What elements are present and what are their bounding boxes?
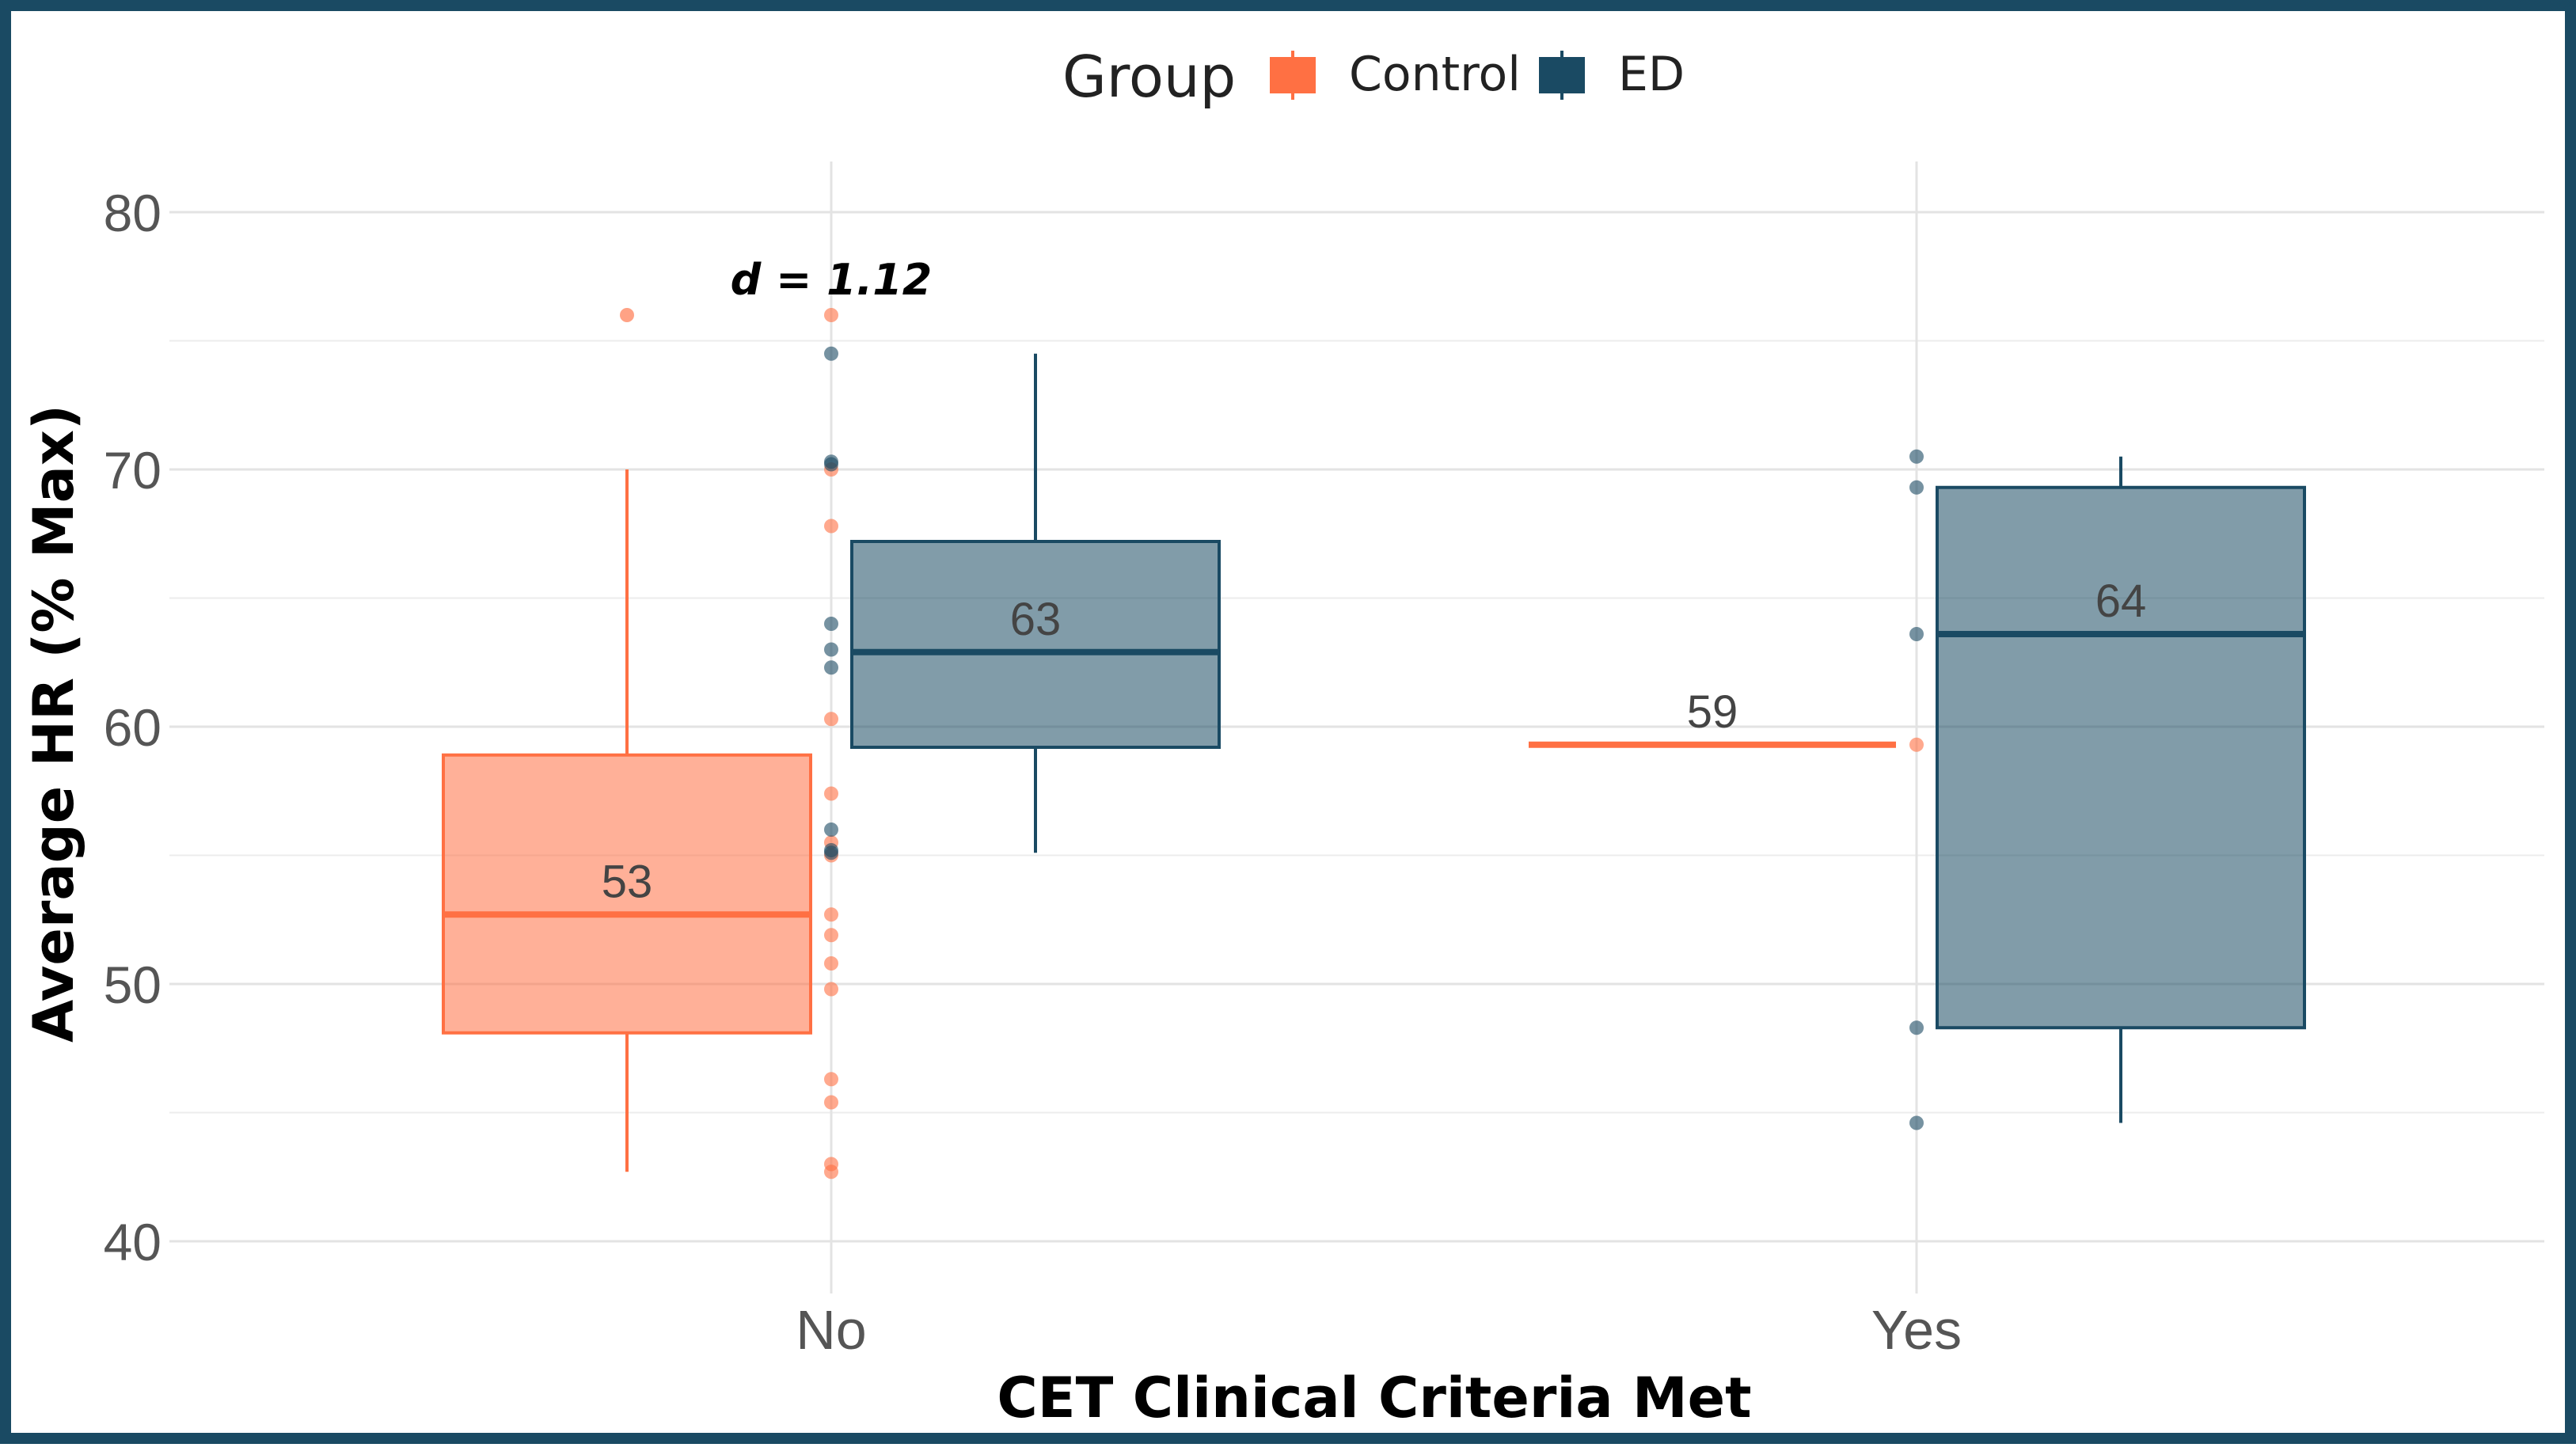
- data-point: [824, 907, 838, 922]
- data-point: [824, 642, 838, 657]
- data-point: [1909, 449, 1924, 464]
- legend-title: Group: [1062, 44, 1236, 110]
- box-iqr: [850, 540, 1221, 749]
- data-point: [1909, 737, 1924, 752]
- data-point: [824, 1072, 838, 1087]
- x-axis-title: CET Clinical Criteria Met: [997, 1366, 1751, 1430]
- data-point: [824, 712, 838, 727]
- data-point: [1909, 627, 1924, 641]
- x-tick-label: Yes: [1871, 1299, 1962, 1361]
- box-layer: [442, 353, 2306, 1172]
- y-tick-label: 60: [104, 698, 161, 757]
- y-tick-label: 70: [104, 441, 161, 500]
- legend-label-control: Control: [1349, 47, 1521, 102]
- data-point: [824, 786, 838, 801]
- median-label: 53: [602, 856, 653, 907]
- data-point: [824, 308, 838, 322]
- data-point: [824, 617, 838, 631]
- data-point: [824, 519, 838, 534]
- y-tick-label: 40: [104, 1213, 161, 1271]
- data-point: [824, 845, 838, 860]
- median-label: 63: [1010, 594, 1062, 645]
- box-plot-chart: 53 59 63 64 d = 1.12 40 50 60 70 80 No Yes CET Clin…: [21, 44, 2544, 1430]
- data-point: [824, 457, 838, 472]
- data-point: [824, 822, 838, 837]
- x-tick-label: No: [796, 1299, 866, 1361]
- y-tick-label: 80: [104, 184, 161, 242]
- legend: Group Control ED: [1062, 44, 1685, 110]
- data-point: [824, 1164, 838, 1180]
- box-iqr: [1936, 485, 2306, 1030]
- y-tick-label: 50: [104, 955, 161, 1014]
- box-iqr: [442, 753, 812, 1035]
- point-layer: [620, 308, 1924, 1180]
- legend-label-ed: ED: [1618, 47, 1685, 102]
- outlier-point: [620, 308, 634, 322]
- axis-layer: 40 50 60 70 80 No Yes CET Clinical Criteria Met…: [21, 184, 1962, 1430]
- label-layer: 53 59 63 64 d = 1.12: [602, 255, 2147, 907]
- data-point: [824, 956, 838, 971]
- data-point: [824, 346, 838, 361]
- data-point: [1909, 480, 1924, 495]
- data-point: [824, 982, 838, 997]
- y-axis-title: Average HR (% Max): [21, 405, 86, 1043]
- data-point: [824, 660, 838, 675]
- median-label: 59: [1687, 686, 1738, 738]
- data-point: [824, 1095, 838, 1110]
- data-point: [1909, 1020, 1924, 1035]
- data-point: [824, 928, 838, 943]
- median-label: 64: [2095, 576, 2147, 627]
- data-point: [1909, 1115, 1924, 1130]
- effect-size-annotation: d = 1.12: [731, 255, 933, 305]
